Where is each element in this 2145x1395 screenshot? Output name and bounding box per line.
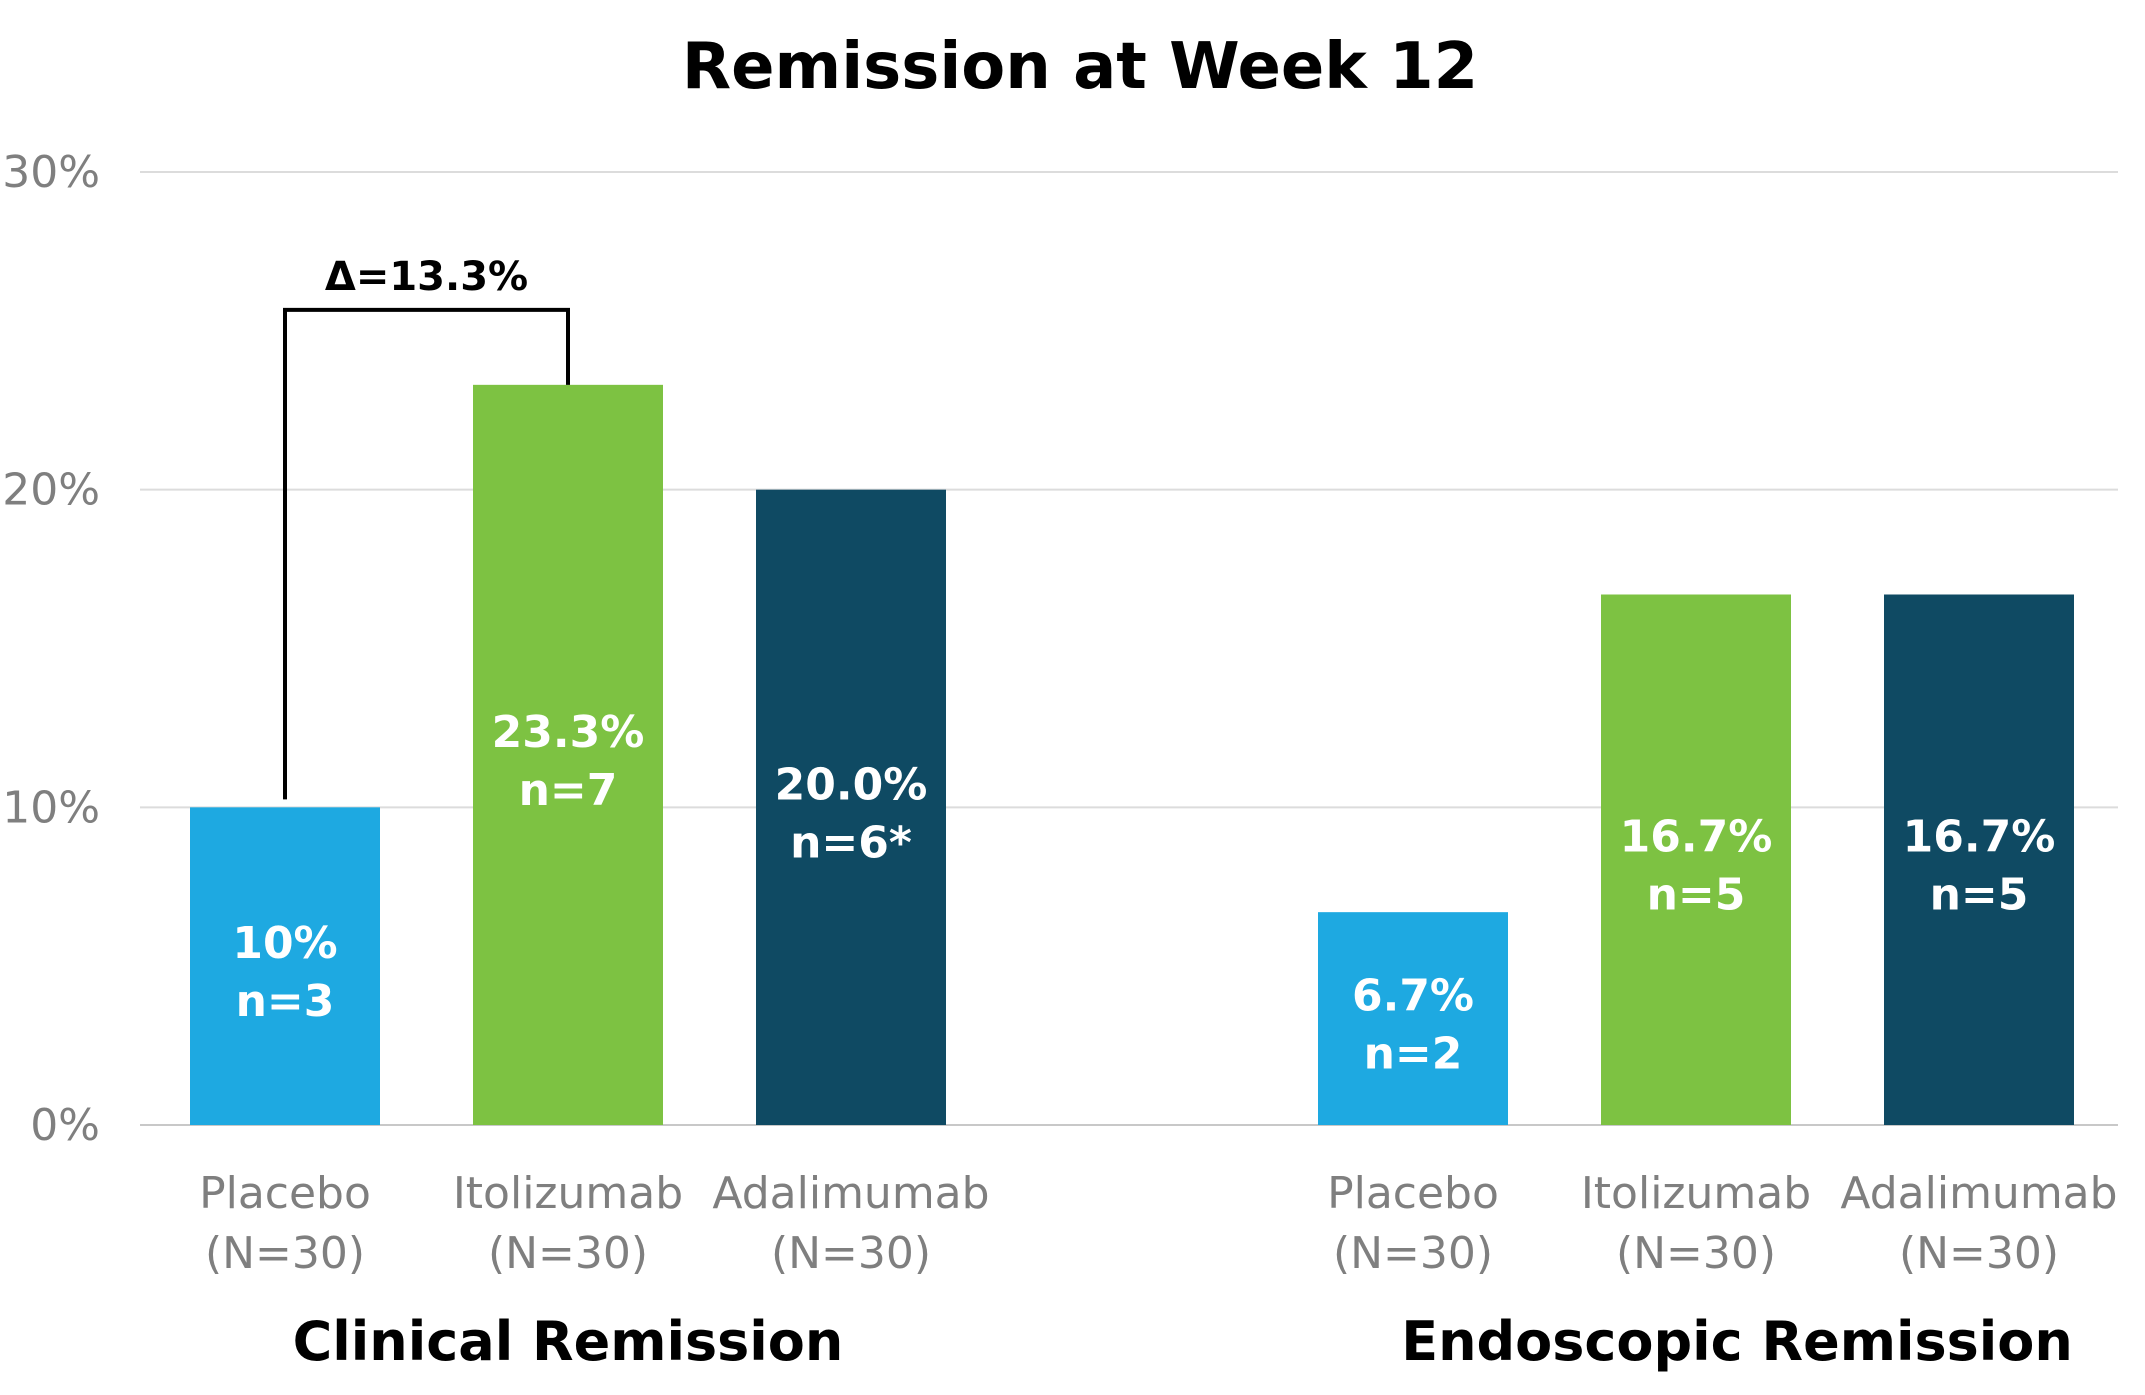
y-tick-label: 30% [2,147,100,198]
bar-value-label: 20.0% [775,759,928,810]
x-tick-label: Itolizumab [1581,1168,1811,1219]
bar-value-label: 6.7% [1352,971,1474,1022]
group-labels: Clinical Remission Endoscopic Remission [293,1310,2073,1373]
bar-count-label: n=7 [519,765,618,816]
bar-count-label: n=5 [1647,870,1746,921]
bar-adalimumab [756,489,946,1126]
delta-bracket [283,307,570,800]
bar-placebo [190,807,380,1125]
bar-value-label: 16.7% [1620,812,1773,863]
bar-adalimumab [1884,594,2074,1125]
y-tick-label: 0% [30,1100,100,1151]
bars: 10% n=3 23.3% n=7 20.0% n=6* 6.7% n=2 16.7% n=5 16… [190,384,2074,1126]
y-tick-label: 20% [2,465,100,516]
grid [140,171,2118,1126]
group-label: Clinical Remission [293,1310,844,1373]
x-tick-sublabel: (N=30) [1616,1228,1776,1279]
bar-count-label: n=3 [236,976,335,1027]
x-tick-sublabel: (N=30) [488,1228,648,1279]
bar-count-label: n=5 [1930,870,2029,921]
delta-annotation: Δ=13.3% [283,254,570,800]
bar-value-label: 16.7% [1903,812,2056,863]
bar-itolizumab [473,384,663,1125]
bar-value-label: 10% [232,918,337,969]
chart-title: Remission at Week 12 [682,30,1478,104]
bar-count-label: n=6* [790,817,912,868]
x-tick-sublabel: (N=30) [205,1228,365,1279]
x-tick-label: Adalimumab [712,1168,989,1219]
x-tick-label: Placebo [199,1168,371,1219]
bar-value-label: 23.3% [492,707,645,758]
x-tick-sublabel: (N=30) [1899,1228,2059,1279]
x-tick-sublabel: (N=30) [1333,1228,1493,1279]
bar-placebo [1318,912,1508,1125]
x-tick-label: Itolizumab [453,1168,683,1219]
x-tick-label: Placebo [1327,1168,1499,1219]
x-axis-ticks: Placebo (N=30) Itolizumab (N=30) Adalimumab (… [199,1168,2118,1279]
bar-count-label: n=2 [1364,1029,1463,1080]
y-axis-ticks: 0% 10% 20% 30% [2,147,100,1151]
delta-label: Δ=13.3% [325,254,528,300]
group-label: Endoscopic Remission [1401,1310,2073,1373]
bar-itolizumab [1601,594,1791,1125]
x-tick-label: Adalimumab [1840,1168,2117,1219]
x-tick-sublabel: (N=30) [771,1228,931,1279]
y-tick-label: 10% [2,782,100,833]
